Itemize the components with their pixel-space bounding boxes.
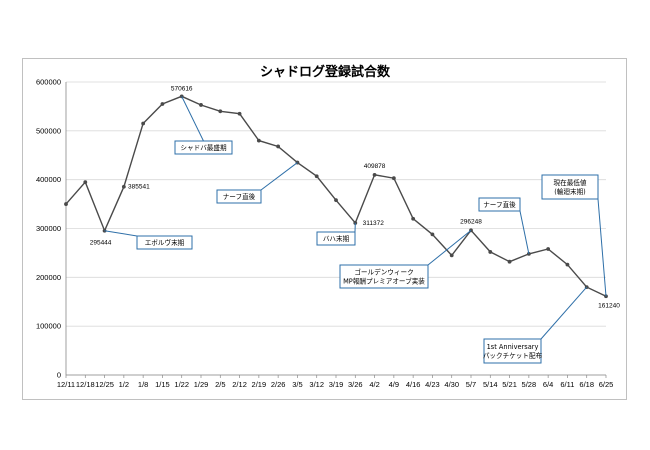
- x-tick-label: 6/25: [599, 380, 614, 389]
- x-tick-label: 12/11: [57, 380, 75, 389]
- data-label: 409878: [364, 163, 386, 170]
- data-point: [411, 216, 416, 221]
- data-point: [121, 184, 126, 189]
- callout-pointer: [181, 96, 204, 142]
- callout-text: ゴールデンウィーク: [354, 267, 413, 276]
- data-point: [507, 259, 512, 264]
- callout-pointer: [427, 229, 472, 266]
- callout-pointer: [260, 162, 298, 191]
- data-point: [64, 202, 68, 206]
- x-tick-label: 6/18: [579, 380, 594, 389]
- series: [64, 94, 608, 299]
- data-point: [141, 121, 146, 126]
- callout-box: [316, 231, 356, 246]
- gridlines: [66, 81, 606, 376]
- data-point: [256, 138, 261, 143]
- y-tick-label: 0: [57, 371, 61, 380]
- x-tick-label: 1/2: [119, 380, 129, 389]
- y-tick-label: 600000: [36, 78, 61, 87]
- annotations: エボルヴ末期 シャドバ最盛期ナーフ直後バハ末期ゴールデンウィークMP報酬プレミアオ…: [104, 96, 607, 364]
- callout-box: [174, 140, 233, 155]
- callout-box: [339, 264, 429, 289]
- x-tick-label: 5/21: [502, 380, 517, 389]
- callout-text: 現在最低値: [554, 178, 587, 187]
- y-tick-label: 400000: [36, 175, 61, 184]
- data-label: 385541: [128, 184, 150, 191]
- callout-box: [478, 197, 521, 212]
- x-tick-label: 6/4: [543, 380, 553, 389]
- callout-text: ナーフ直後: [223, 192, 256, 201]
- x-tick-label: 3/12: [309, 380, 324, 389]
- data-label: 296248: [460, 218, 482, 225]
- x-tick-label: 6/11: [560, 380, 574, 389]
- y-tick-label: 200000: [36, 273, 61, 282]
- data-point: [488, 250, 493, 254]
- x-tick-label: 2/12: [232, 380, 247, 389]
- x-tick-label: 1/15: [155, 380, 170, 389]
- x-tick-label: 12/18: [76, 380, 95, 389]
- data-point: [199, 103, 203, 107]
- data-point: [334, 198, 338, 203]
- data-point: [160, 102, 165, 106]
- x-tick-label: 3/5: [292, 380, 302, 389]
- series-line: [65, 95, 607, 297]
- x-tick-label: 2/26: [271, 380, 286, 389]
- data-label: 311372: [363, 220, 385, 227]
- callout-text: シャドバ最盛期: [180, 143, 227, 152]
- callout-box: [216, 189, 262, 204]
- data-label: 161240: [598, 302, 620, 309]
- data-point: [314, 174, 319, 179]
- x-tick-label: 5/7: [466, 380, 476, 389]
- data-point: [546, 247, 551, 251]
- data-point: [430, 232, 435, 237]
- callout-text: パックチケット配布: [483, 351, 543, 360]
- callout-box: [541, 174, 599, 200]
- callout-text: エボルヴ末期: [145, 238, 185, 247]
- callout-pointer: [519, 210, 530, 254]
- x-tick-label: 5/28: [522, 380, 537, 389]
- callout-text: 1st Anniversary: [487, 343, 539, 351]
- x-tick-label: 5/14: [483, 380, 498, 389]
- x-tick-label: 1/22: [174, 380, 189, 389]
- data-point: [449, 253, 454, 258]
- callout-pointer: [104, 230, 138, 237]
- x-tick-label: 12/25: [95, 380, 114, 389]
- y-tick-label: 100000: [36, 322, 61, 331]
- x-tick-label: 4/23: [425, 380, 440, 389]
- callout-text: MP報酬プレミアオーブ実装: [343, 276, 425, 285]
- data-point: [526, 251, 531, 256]
- chart-title: シャドログ登録試合数: [260, 64, 391, 80]
- x-tick-label: 4/16: [406, 380, 421, 389]
- data-point: [237, 111, 242, 116]
- callout-box: [483, 338, 542, 364]
- callout-text: ナーフ直後: [483, 200, 516, 209]
- x-tick-label: 4/9: [389, 380, 399, 389]
- data-labels: 295444 385541 570616 311372 409878 296248 1612…: [90, 85, 621, 309]
- data-label: 295444: [90, 240, 112, 247]
- x-tick-label: 4/2: [369, 380, 379, 389]
- data-point: [218, 109, 223, 114]
- data-label: 570616: [171, 85, 193, 92]
- data-point: [391, 176, 396, 181]
- callout-pointer: [597, 198, 607, 297]
- y-tick-label: 300000: [36, 224, 61, 233]
- data-point: [372, 172, 377, 177]
- callout-pointer: [540, 286, 588, 340]
- data-point: [276, 144, 281, 149]
- x-tick-label: 3/19: [329, 380, 344, 389]
- callout-box: [136, 235, 193, 250]
- data-point: [83, 180, 88, 185]
- y-tick-label: 500000: [36, 126, 61, 135]
- x-tick-label: 1/29: [194, 380, 209, 389]
- x-tick-label: 2/19: [252, 380, 267, 389]
- callout-text: (輪廻末期): [554, 187, 586, 196]
- x-tick-label: 4/30: [444, 380, 459, 389]
- data-point: [565, 262, 570, 267]
- axes: 0 100000 200000 300000 400000 500000 600000 12/…: [36, 78, 613, 390]
- x-tick-label: 3/26: [348, 380, 363, 389]
- x-tick-label: 1/8: [138, 380, 148, 389]
- x-tick-label: 2/5: [215, 380, 225, 389]
- callout-text: バハ末期: [323, 234, 350, 243]
